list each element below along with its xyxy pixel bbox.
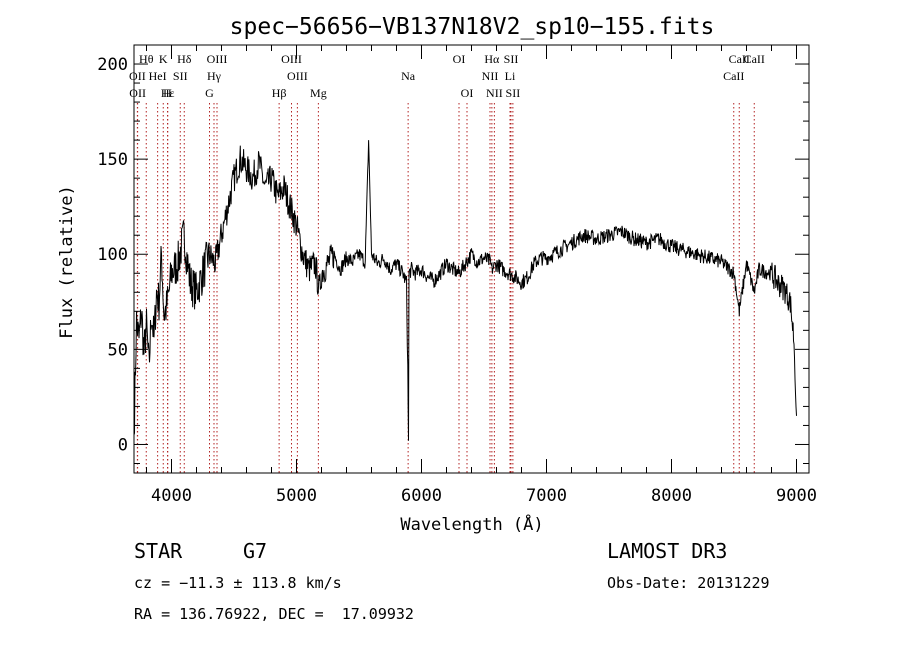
- obs-date: Obs-Date: 20131229: [607, 574, 770, 592]
- line-label: SII: [173, 69, 188, 83]
- flux-line: [133, 140, 797, 441]
- survey-name: LAMOST DR3: [607, 539, 727, 563]
- line-label: Li: [505, 69, 516, 83]
- line-label: Hθ: [139, 52, 154, 66]
- line-label: OIII: [281, 52, 302, 66]
- line-label: OI: [461, 86, 474, 100]
- line-label: CaII: [744, 52, 765, 66]
- coordinates-readout: RA = 136.76922, DEC = 17.09932: [134, 605, 414, 623]
- x-axis-label: Wavelength (Å): [400, 513, 543, 535]
- line-label: H: [163, 86, 172, 100]
- line-label: OIII: [207, 52, 228, 66]
- axes: 4000 5000 6000 7000 8000 9000 0 50 100 150 200: [97, 44, 817, 506]
- line-label: OI: [453, 52, 466, 66]
- y-axis-label: Flux (relative): [57, 185, 77, 339]
- x-tick-label: 4000: [151, 486, 192, 506]
- line-label: OIII: [287, 69, 308, 83]
- line-label: Hγ: [207, 69, 222, 83]
- object-subclass: G7: [243, 539, 267, 563]
- x-tick-label: 6000: [401, 486, 442, 506]
- y-tick-label: 0: [118, 435, 128, 455]
- y-tick-label: 100: [97, 245, 128, 265]
- line-label: NII: [482, 69, 499, 83]
- line-label: OII: [129, 69, 146, 83]
- line-label: CaII: [723, 69, 744, 83]
- line-label: Hδ: [177, 52, 192, 66]
- line-label: Hα: [484, 52, 500, 66]
- line-label: Hβ: [272, 86, 287, 100]
- y-tick-label: 200: [97, 55, 128, 75]
- line-label: HeI: [149, 69, 167, 83]
- y-tick-label: 150: [97, 150, 128, 170]
- chart-title: spec−56656−VB137N18V2_sp10−155.fits: [230, 14, 715, 40]
- line-label: G: [205, 86, 214, 100]
- line-label: SII: [504, 52, 519, 66]
- line-label: OII: [129, 86, 146, 100]
- line-label: Hε: [161, 86, 175, 100]
- line-label: Na: [401, 69, 416, 83]
- line-label: CaII: [729, 52, 750, 66]
- line-label: SII: [506, 86, 521, 100]
- emission-line-markers: Hθ K Hδ OIII OIII OI Hα SII CaII OII HeI SII Hγ OIII N…: [129, 52, 765, 473]
- object-class: STAR: [134, 539, 183, 563]
- x-tick-label: 8000: [651, 486, 692, 506]
- line-label: K: [159, 52, 168, 66]
- line-label: NII: [486, 86, 503, 100]
- line-label: Mg: [310, 86, 327, 100]
- redshift-readout: cz = −11.3 ± 113.8 km/s: [134, 574, 342, 592]
- x-tick-label: 7000: [526, 486, 567, 506]
- flux-series: [133, 140, 797, 441]
- x-tick-label: 5000: [276, 486, 317, 506]
- x-tick-label: 9000: [776, 486, 817, 506]
- y-tick-label: 50: [108, 340, 128, 360]
